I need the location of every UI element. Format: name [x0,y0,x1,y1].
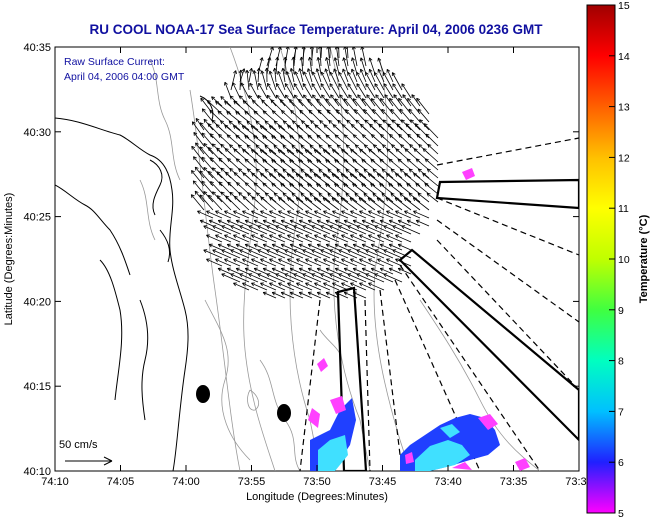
x-tick-label: 74:05 [107,476,135,488]
x-tick-label: 74:10 [41,476,69,488]
station-marker [277,404,291,422]
annotation-line1: Raw Surface Current: [64,56,165,68]
x-tick-label: 73:45 [369,476,397,488]
colorbar-tick-label: 7 [618,406,624,418]
colorbar-tick-label: 8 [618,356,624,368]
colorbar-label: Temperature (°C) [638,214,650,303]
y-tick-label: 40:35 [23,42,51,54]
colorbar-tick-label: 6 [618,457,624,469]
sst-patches [308,168,530,471]
colorbar-tick-label: 11 [618,203,629,215]
coastline [55,95,214,471]
y-tick-label: 40:20 [23,296,51,308]
x-axis-label: Longitude (Degrees:Minutes) [246,491,388,503]
y-tick-label: 40:10 [23,466,51,478]
colorbar-tick-label: 15 [618,0,630,12]
x-tick-label: 73:50 [303,476,331,488]
y-tick-label: 40:30 [23,127,51,139]
colorbar-tick-label: 10 [618,254,630,266]
colorbar-ticks: 15 14 13 12 11 10 9 8 7 6 5 [609,0,630,519]
x-tick-label: 73:55 [238,476,266,488]
colorbar-tick-label: 9 [618,305,624,317]
annotation-line2: April 04, 2006 04:00 GMT [64,71,185,83]
y-axis-ticks: 40:35 40:30 40:25 40:20 40:15 40:10 [23,42,579,478]
scale-arrow [65,456,113,466]
map-title: RU COOL NOAA-17 Sea Surface Temperature:… [90,22,544,37]
colorbar-tick-label: 5 [618,508,624,519]
x-tick-label: 73:30 [565,476,593,488]
y-axis-label: Latitude (Degrees:Minutes) [3,193,15,326]
x-axis-ticks: 74:10 74:05 74:00 73:55 73:50 73:45 73:40 73:35… [41,47,593,488]
current-vectors [190,47,439,299]
x-tick-label: 73:35 [500,476,528,488]
scale-label: 50 cm/s [59,439,98,451]
x-tick-label: 74:00 [172,476,200,488]
colorbar-tick-label: 12 [618,152,630,164]
colorbar-tick-label: 13 [618,102,630,114]
station-marker [196,385,210,403]
colorbar-tick-label: 14 [618,51,630,63]
y-tick-label: 40:15 [23,381,51,393]
y-tick-label: 40:25 [23,212,51,224]
x-tick-label: 73:40 [434,476,462,488]
